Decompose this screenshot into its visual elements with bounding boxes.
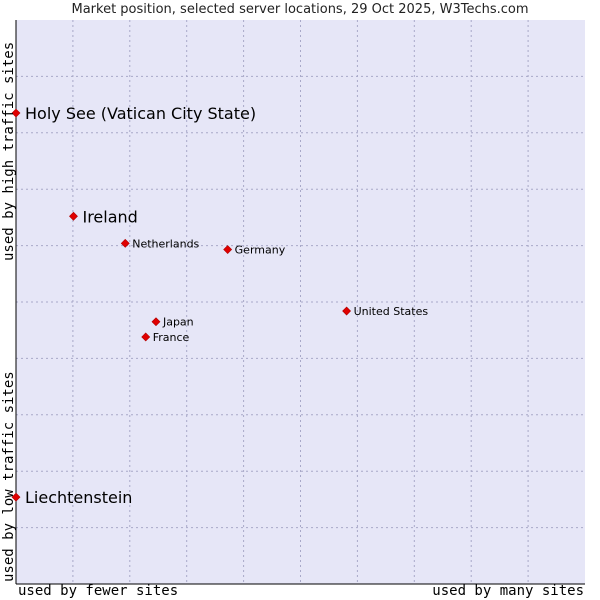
point-label: Japan — [162, 316, 194, 329]
data-point-united-states: United States — [342, 305, 429, 318]
x-axis-label-left: used by fewer sites — [18, 583, 179, 599]
chart-title: Market position, selected server locatio… — [71, 2, 529, 17]
data-point-netherlands: Netherlands — [120, 237, 200, 250]
point-marker — [223, 245, 233, 254]
point-label: Ireland — [82, 207, 137, 226]
point-marker — [342, 306, 352, 316]
point-label: Netherlands — [132, 237, 199, 250]
point-marker — [11, 492, 21, 502]
data-point-germany: Germany — [223, 244, 286, 257]
point-label: Holy See (Vatican City State) — [25, 104, 256, 123]
point-label: France — [153, 331, 190, 344]
point-marker — [141, 332, 151, 342]
grid-lines — [16, 20, 585, 584]
point-label: United States — [354, 305, 429, 318]
point-label: Liechtenstein — [25, 488, 132, 507]
point-label: Germany — [235, 244, 286, 257]
y-axis-label-bottom: used by low traffic sites — [1, 371, 17, 582]
data-point-japan: Japan — [151, 316, 194, 329]
data-points: Holy See (Vatican City State) Ireland Neth… — [11, 104, 429, 507]
data-point-ireland: Ireland — [69, 207, 138, 226]
point-marker — [69, 211, 78, 221]
point-marker — [151, 317, 161, 327]
point-marker — [11, 108, 21, 118]
x-axis-label-right: used by many sites — [432, 583, 584, 599]
y-axis-label-top: used by high traffic sites — [1, 41, 17, 261]
data-point-france: France — [141, 331, 190, 344]
point-marker — [120, 238, 130, 248]
data-point-liechtenstein: Liechtenstein — [11, 488, 132, 507]
data-point-holy-see-vatican-city-state: Holy See (Vatican City State) — [11, 104, 256, 123]
